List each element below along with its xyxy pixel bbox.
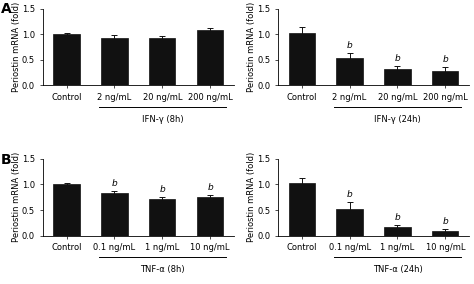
Bar [54,34,80,85]
Bar [101,38,128,85]
Text: b: b [442,55,448,64]
Bar [432,70,458,85]
Y-axis label: Periostin mRNA (fold): Periostin mRNA (fold) [246,2,255,92]
Text: b: b [442,217,448,226]
Bar [149,38,175,85]
Text: b: b [394,54,401,63]
Y-axis label: Periostin mRNA (fold): Periostin mRNA (fold) [11,2,20,92]
Bar [337,208,363,236]
Bar [149,199,175,236]
Text: b: b [346,41,353,50]
Bar [289,183,315,236]
Text: TNF-α (24h): TNF-α (24h) [373,265,422,274]
Text: TNF-α (8h): TNF-α (8h) [140,265,185,274]
Text: b: b [111,179,118,187]
Text: A: A [0,2,11,16]
Bar [289,33,315,85]
Text: IFN-γ (8h): IFN-γ (8h) [142,115,183,124]
Bar [197,197,223,236]
Y-axis label: Periostin mRNA (fold): Periostin mRNA (fold) [246,152,255,243]
Text: b: b [346,190,353,199]
Bar [384,227,410,236]
Text: b: b [394,213,401,222]
Text: B: B [0,153,11,167]
Text: IFN-γ (24h): IFN-γ (24h) [374,115,421,124]
Bar [337,58,363,85]
Text: b: b [159,185,165,194]
Bar [432,231,458,236]
Y-axis label: Periostin mRNA (fold): Periostin mRNA (fold) [11,152,20,243]
Bar [384,69,410,85]
Bar [197,30,223,85]
Bar [101,193,128,236]
Text: b: b [207,183,213,192]
Bar [54,184,80,236]
